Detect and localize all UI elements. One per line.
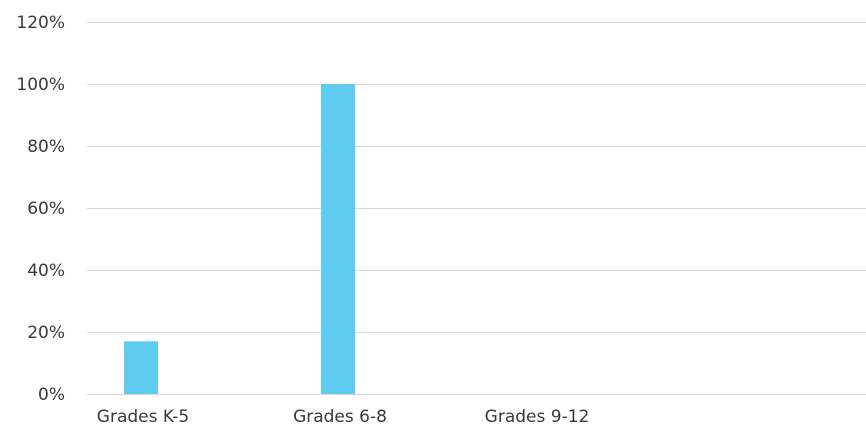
y-tick-label: 100%: [16, 75, 65, 95]
y-axis-ticks: 0% 20% 40% 60% 80% 100% 120%: [16, 13, 65, 405]
gridlines: [87, 22, 866, 395]
y-tick-label: 20%: [27, 323, 65, 343]
bar: [321, 84, 355, 394]
bar: [124, 341, 158, 394]
x-tick-label: Grades K-5: [97, 407, 189, 427]
x-tick-label: Grades 9-12: [485, 407, 590, 427]
x-axis-ticks: Grades K-5 Grades 6-8 Grades 9-12: [97, 407, 590, 427]
y-tick-label: 120%: [16, 13, 65, 33]
x-tick-label: Grades 6-8: [293, 407, 387, 427]
y-tick-label: 80%: [27, 137, 65, 157]
y-tick-label: 60%: [27, 199, 65, 219]
y-tick-label: 40%: [27, 261, 65, 281]
y-tick-label: 0%: [38, 385, 65, 405]
bars: [124, 84, 355, 394]
